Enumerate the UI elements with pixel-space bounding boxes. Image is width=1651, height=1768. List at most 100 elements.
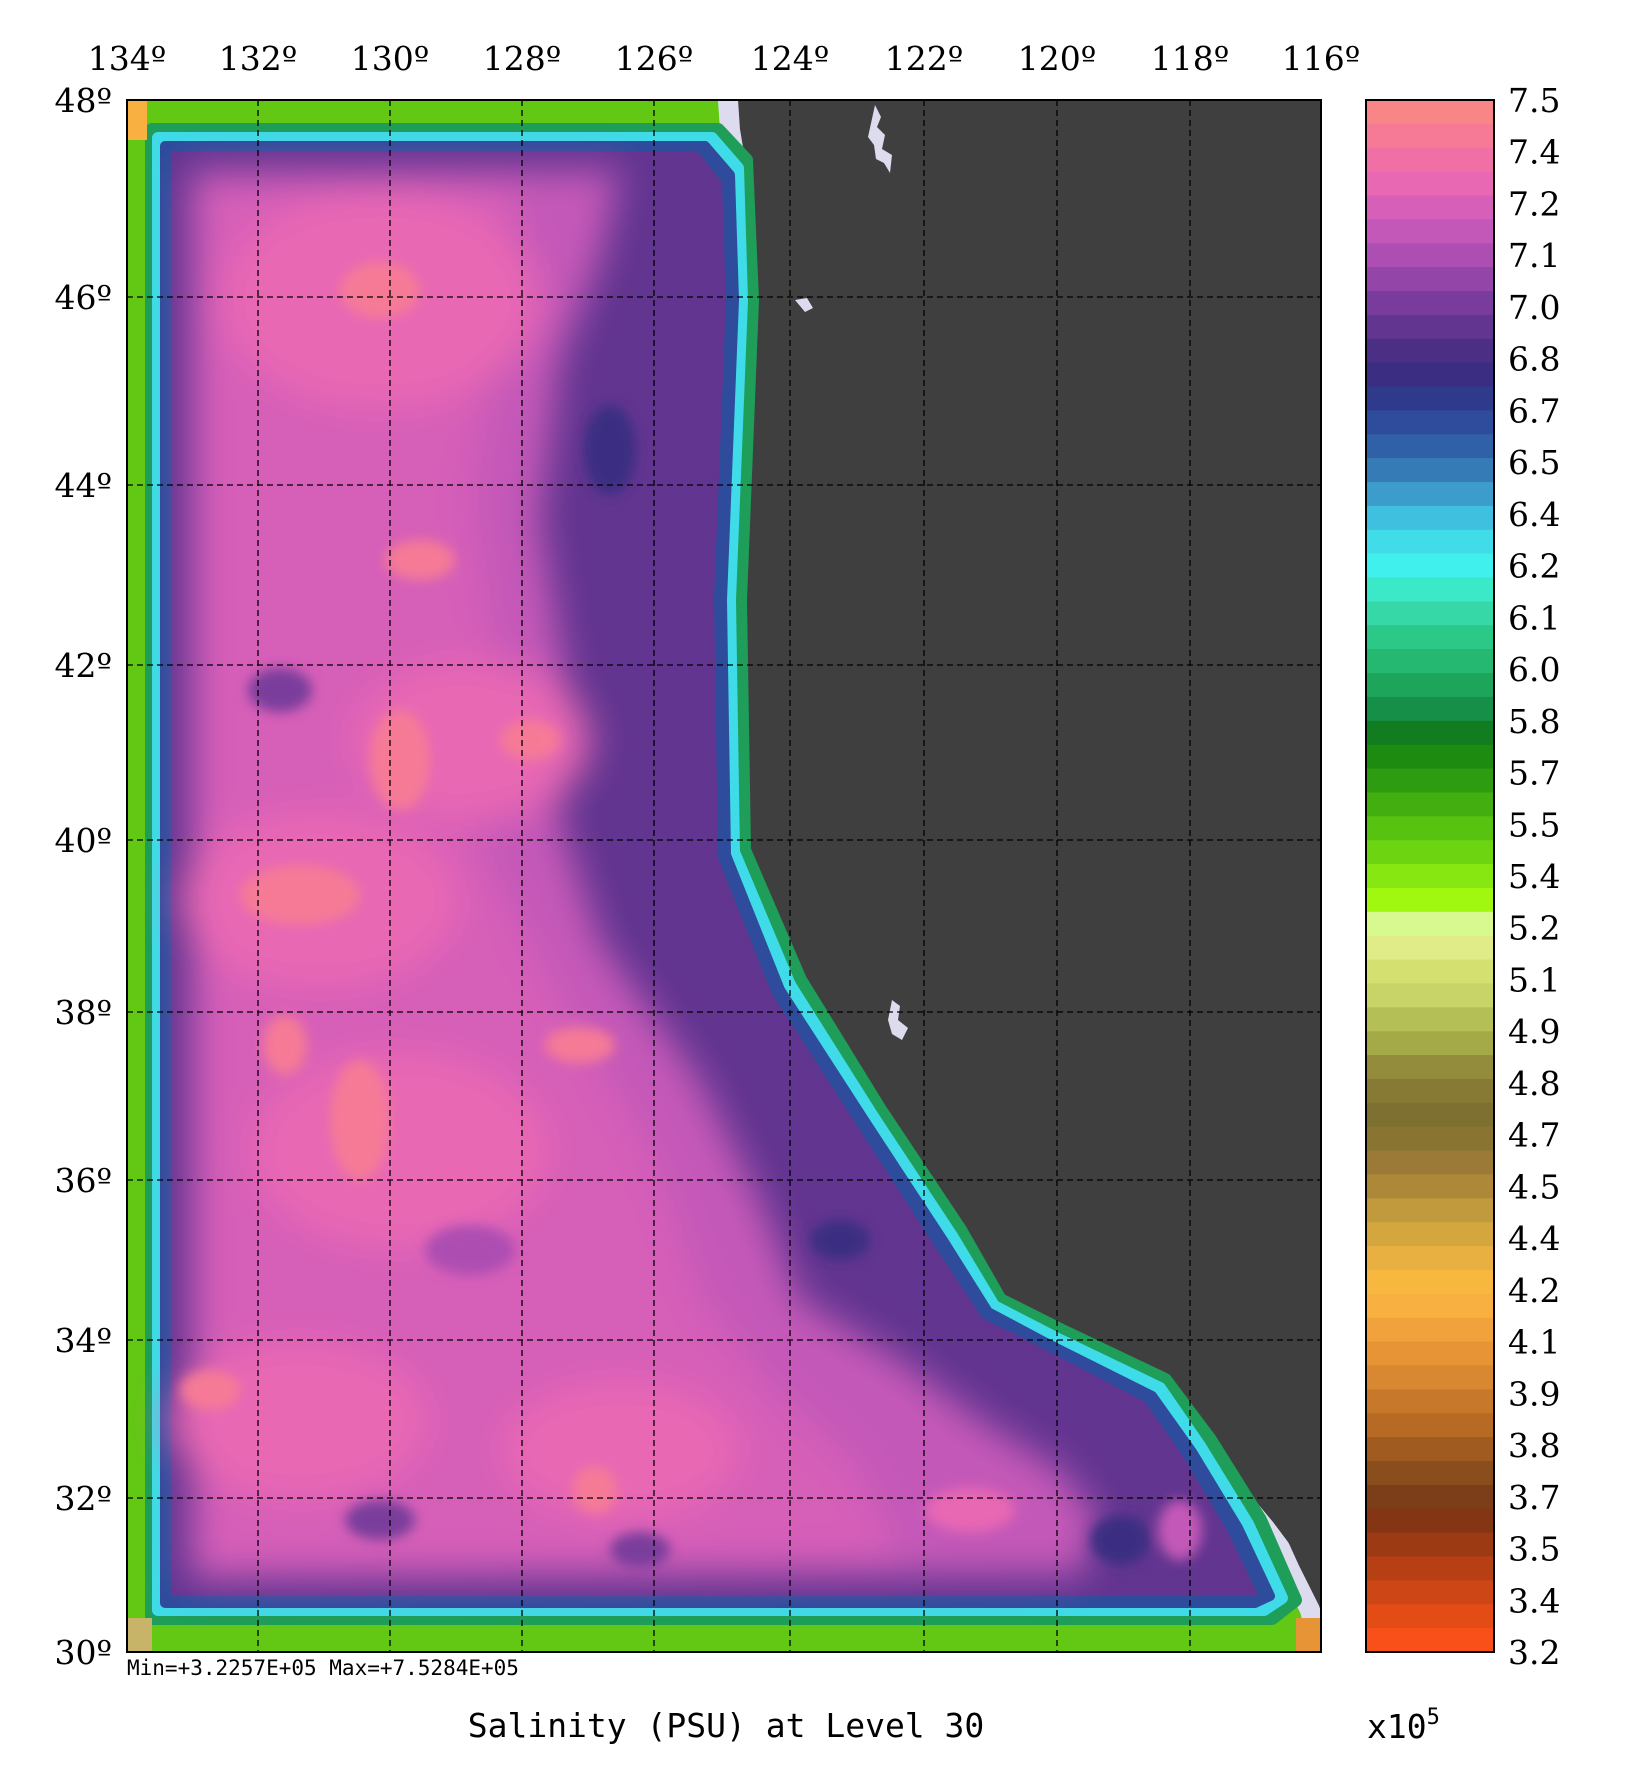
colorbar-swatch [1366, 1102, 1494, 1128]
map-title: Salinity (PSU) at Level 30 [468, 1706, 985, 1745]
longitude-label: 122º [885, 39, 964, 78]
colorbar-swatch [1366, 1007, 1494, 1032]
colorbar-swatch [1366, 1126, 1494, 1152]
colorbar-tick-label: 3.2 [1508, 1633, 1560, 1672]
longitude-label: 116º [1282, 39, 1361, 78]
latitude-label: 42º [54, 646, 112, 685]
colorbar-swatch [1366, 864, 1494, 889]
latitude-label: 46º [54, 278, 112, 317]
colorbar-swatch [1366, 338, 1494, 364]
colorbar-swatch [1366, 1460, 1494, 1486]
colorbar-swatch [1366, 601, 1494, 626]
latitude-label: 36º [54, 1161, 112, 1200]
colorbar-tick-label: 5.4 [1508, 857, 1560, 896]
colorbar-swatch [1366, 314, 1494, 340]
colorbar-tick-label: 4.8 [1508, 1064, 1560, 1103]
colorbar-swatch [1366, 768, 1494, 794]
latitude-label: 44º [54, 466, 112, 505]
colorbar-tick-label: 4.7 [1508, 1116, 1560, 1155]
colorbar-tick-label: 4.9 [1508, 1012, 1560, 1051]
colorbar-tick-label: 3.4 [1508, 1581, 1560, 1620]
colorbar-multiplier: x105 [1367, 1705, 1440, 1746]
colorbar-swatch [1366, 959, 1494, 985]
colorbar-swatch [1366, 219, 1494, 244]
colorbar-swatch [1366, 147, 1494, 173]
colorbar-swatch [1366, 1413, 1494, 1438]
latitude-label: 38º [54, 993, 112, 1032]
map-plot-area [127, 100, 1321, 1652]
latitude-label: 40º [54, 821, 112, 860]
multiplier-base: x10 [1367, 1707, 1427, 1746]
colorbar-swatch [1366, 123, 1494, 149]
colorbar-swatch [1366, 625, 1494, 650]
longitude-label: 130º [351, 39, 430, 78]
colorbar-swatch [1366, 649, 1494, 674]
colorbar-swatch [1366, 911, 1494, 937]
colorbar-swatch [1366, 696, 1494, 722]
colorbar-swatch [1366, 458, 1494, 483]
colorbar-tick-label: 3.9 [1508, 1374, 1560, 1413]
puget-sound-islands [868, 105, 892, 173]
colorbar-swatch [1366, 1198, 1494, 1223]
colorbar-swatch [1366, 1628, 1494, 1653]
multiplier-exponent: 5 [1427, 1705, 1440, 1730]
longitude-label: 124º [751, 39, 830, 78]
colorbar-tick-label: 5.2 [1508, 909, 1560, 948]
colorbar-swatch [1366, 1484, 1494, 1510]
colorbar-swatch [1366, 1317, 1494, 1343]
colorbar-tick-label: 5.5 [1508, 805, 1560, 844]
colorbar-swatch [1366, 1389, 1494, 1414]
colorbar-swatch [1366, 195, 1494, 220]
colorbar-swatch [1366, 840, 1494, 865]
colorbar-swatch [1366, 386, 1494, 411]
colorbar-tick-label: 7.0 [1508, 288, 1560, 327]
colorbar-swatch [1366, 792, 1494, 817]
latitude-label: 34º [54, 1321, 112, 1360]
latitude-label: 48º [54, 81, 112, 120]
colorbar-tick-label: 4.2 [1508, 1271, 1560, 1310]
corner-nw [127, 100, 147, 140]
colorbar-swatch [1366, 1269, 1494, 1295]
colorbar-swatch [1366, 529, 1494, 555]
min-max-stats: Min=+3.2257E+05 Max=+7.5284E+05 [127, 1656, 519, 1680]
longitude-label: 132º [219, 39, 298, 78]
colorbar-swatch [1366, 673, 1494, 698]
colorbar-swatch [1366, 505, 1494, 531]
colorbar-tick-label: 4.5 [1508, 1167, 1560, 1206]
colorbar-swatch [1366, 1580, 1494, 1605]
colorbar-tick-label: 3.7 [1508, 1478, 1560, 1517]
colorbar-swatch [1366, 482, 1494, 507]
colorbar-tick-label: 6.7 [1508, 391, 1560, 430]
colorbar-swatch [1366, 1174, 1494, 1199]
colorbar-swatch [1366, 983, 1494, 1008]
colorbar-swatch [1366, 1341, 1494, 1367]
colorbar-tick-label: 6.1 [1508, 598, 1560, 637]
colorbar-tick-label: 7.1 [1508, 236, 1560, 275]
colorbar-swatch [1366, 100, 1494, 125]
colorbar-tick-label: 5.7 [1508, 754, 1560, 793]
colorbar-tick-label: 6.5 [1508, 443, 1560, 482]
colorbar-tick-label: 6.2 [1508, 547, 1560, 586]
colorbar-swatch [1366, 1532, 1494, 1558]
colorbar-swatch [1366, 1604, 1494, 1629]
colorbar-swatch [1366, 1246, 1494, 1271]
longitude-label: 118º [1151, 39, 1230, 78]
colorbar-swatch [1366, 935, 1494, 961]
colorbar-swatch [1366, 267, 1494, 292]
colorbar-swatch [1366, 816, 1494, 841]
longitude-label: 134º [88, 39, 167, 78]
colorbar-swatch [1366, 1365, 1494, 1390]
longitude-label: 120º [1018, 39, 1097, 78]
colorbar-swatch [1366, 362, 1494, 388]
land-mask [705, 100, 1321, 1652]
colorbar-swatch [1366, 1556, 1494, 1581]
plot-frame [126, 99, 1322, 1653]
colorbar-tick-label: 6.8 [1508, 340, 1560, 379]
corner-sw [127, 1618, 152, 1652]
colorbar [1366, 100, 1494, 1653]
colorbar-swatch [1366, 1055, 1494, 1080]
colorbar-tick-label: 4.1 [1508, 1323, 1560, 1362]
colorbar-tick-label: 5.8 [1508, 702, 1560, 741]
colorbar-swatch [1366, 1293, 1494, 1319]
